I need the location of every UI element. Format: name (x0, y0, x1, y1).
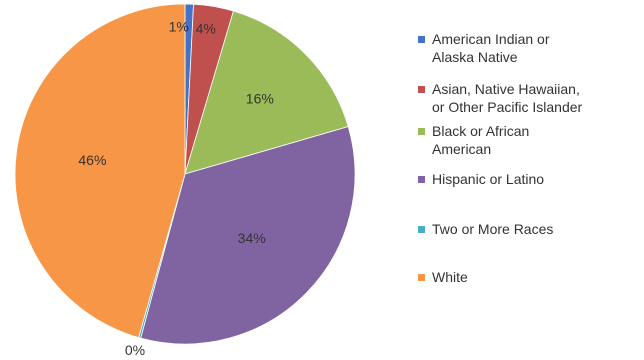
legend-swatch (418, 226, 425, 233)
legend: American Indian or Alaska Native Asian, Na… (418, 31, 583, 285)
legend-entry: Black or African American (432, 123, 529, 157)
legend-swatch (418, 176, 425, 183)
legend-entry: Two or More Races (432, 221, 553, 237)
slice-data-label: 46% (78, 152, 106, 168)
slice-data-label: 16% (246, 90, 274, 106)
pie-slice (140, 126, 356, 345)
slice-data-label: 0% (125, 342, 145, 358)
legend-entry: White (432, 269, 468, 285)
legend-swatch (418, 128, 425, 135)
slice-data-label: 4% (196, 21, 216, 37)
pie-slice-labels: 1% 4% 16% 34% 0% 46% (78, 19, 273, 359)
pie-slices (14, 3, 356, 345)
legend-swatch (418, 36, 425, 43)
legend-entry: Hispanic or Latino (432, 171, 544, 187)
slice-data-label: 1% (169, 19, 189, 35)
slice-data-label: 34% (238, 230, 266, 246)
pie-slice (14, 3, 186, 339)
legend-swatch (418, 274, 425, 281)
legend-entry: Asian, Native Hawaiian, or Other Pacific … (432, 81, 583, 115)
legend-entry: American Indian or Alaska Native (432, 31, 550, 65)
pie-slice (184, 10, 349, 175)
legend-swatch (418, 86, 425, 93)
